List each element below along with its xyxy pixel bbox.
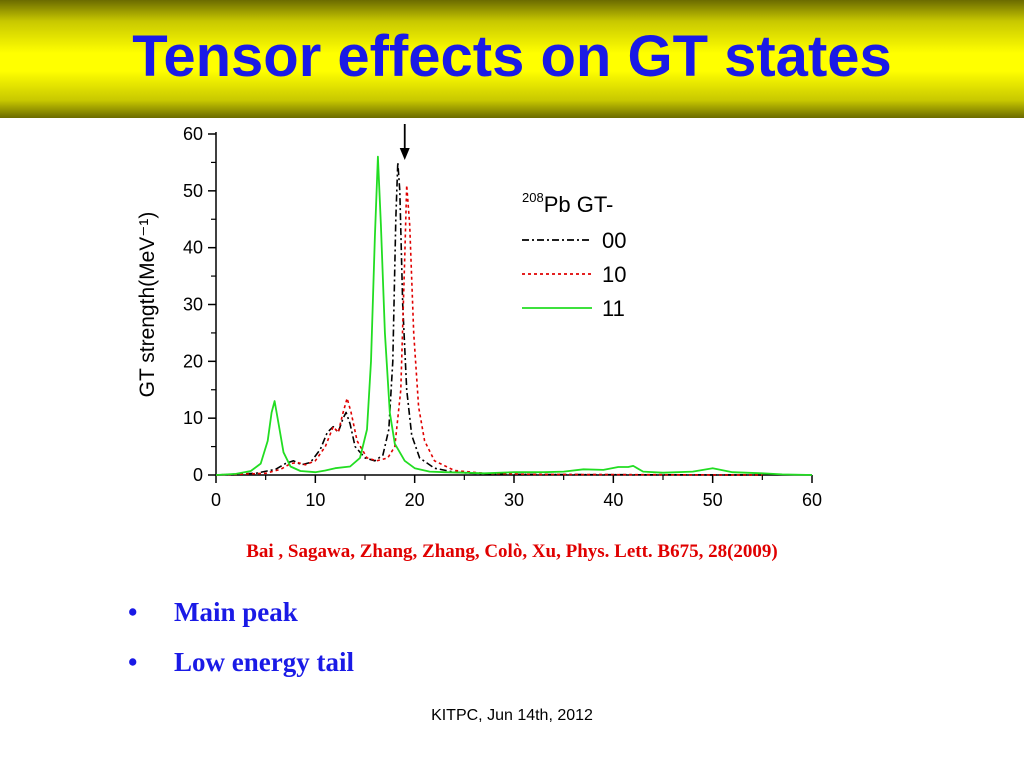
y-tick-label: 60 bbox=[183, 124, 203, 144]
bullet-dot-icon: • bbox=[128, 597, 138, 627]
legend-title-text: Pb GT- bbox=[544, 192, 614, 217]
x-tick-label: 50 bbox=[703, 490, 723, 510]
x-tick-label: 10 bbox=[305, 490, 325, 510]
bullet-list: • Main peak • Low energy tail bbox=[128, 592, 354, 692]
legend-title: 208Pb GT- bbox=[522, 190, 613, 217]
x-tick-label: 30 bbox=[504, 490, 524, 510]
citation: Bai , Sagawa, Zhang, Zhang, Colò, Xu, Ph… bbox=[246, 541, 778, 562]
bullet-dot-icon: • bbox=[128, 647, 138, 677]
chart-container: 0 10 20 30 40 50 60 0 10 20 30 40 50 60 GT strength(Me… bbox=[124, 118, 828, 530]
footer: KITPC, Jun 14th, 2012 bbox=[431, 707, 593, 724]
bullet-text: Main peak bbox=[174, 597, 298, 627]
y-tick-label: 30 bbox=[183, 295, 203, 315]
series-line-11 bbox=[215, 155, 813, 476]
legend-label-11: 11 bbox=[602, 296, 625, 321]
annotation-arrow-head-icon bbox=[399, 148, 410, 160]
legend-label-10: 10 bbox=[602, 262, 626, 287]
y-tick-label: 40 bbox=[183, 238, 203, 258]
slide-title: Tensor effects on GT states bbox=[132, 24, 892, 89]
x-tick-label: 40 bbox=[603, 490, 623, 510]
y-tick-label: 20 bbox=[183, 351, 203, 371]
bullet-item: • Low energy tail bbox=[128, 642, 354, 692]
legend-title-superscript: 208 bbox=[522, 190, 544, 205]
legend-label-00: 00 bbox=[602, 228, 626, 253]
x-tick-label: 60 bbox=[802, 490, 822, 510]
bullet-text: Low energy tail bbox=[174, 647, 354, 677]
y-axis-label: GT strength(MeV⁻¹) bbox=[136, 212, 159, 398]
y-tick-label: 10 bbox=[183, 408, 203, 428]
series-line-00 bbox=[215, 161, 763, 476]
x-tick-label: 0 bbox=[211, 490, 221, 510]
y-tick-label: 0 bbox=[193, 465, 203, 485]
y-tick-label: 50 bbox=[183, 181, 203, 201]
title-bar bbox=[0, 0, 1024, 118]
bullet-item: • Main peak bbox=[128, 592, 354, 642]
gt-strength-chart: 0 10 20 30 40 50 60 0 10 20 30 40 50 60 GT strength(Me… bbox=[136, 124, 822, 510]
series-line-10 bbox=[215, 184, 763, 476]
x-tick-label: 20 bbox=[405, 490, 425, 510]
